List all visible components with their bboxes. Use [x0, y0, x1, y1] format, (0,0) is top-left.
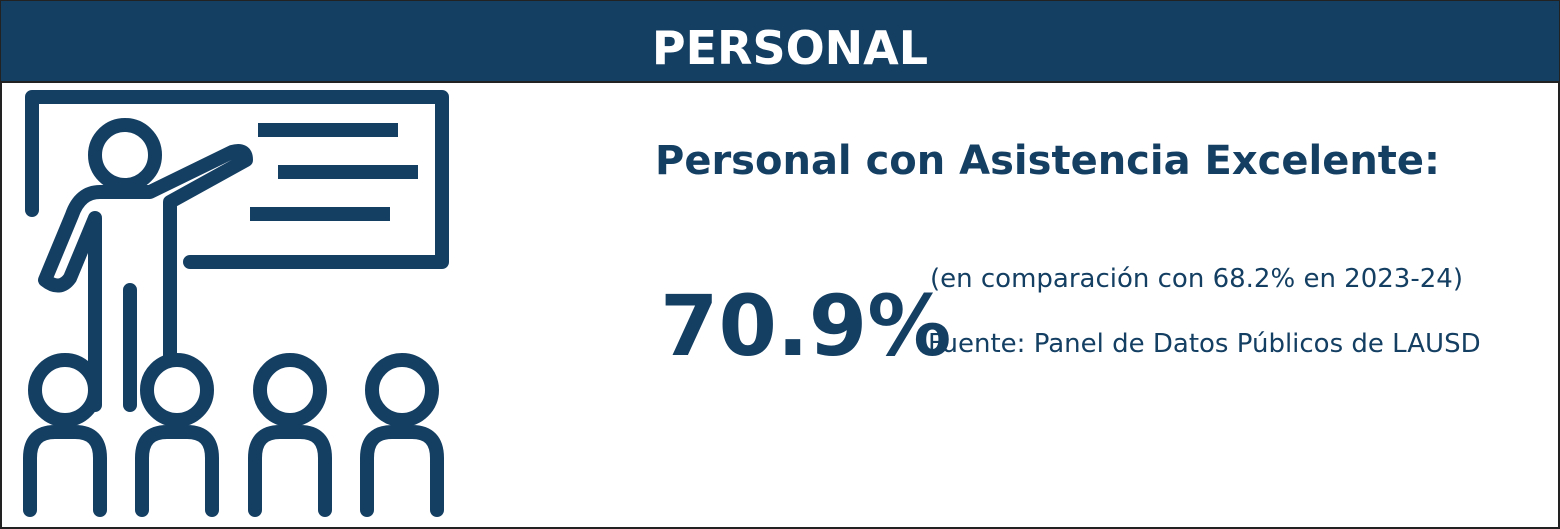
teacher-icon: [23, 90, 449, 517]
teacher-body: [38, 144, 253, 412]
board: [25, 90, 449, 269]
header-bar: [1, 1, 1559, 82]
header-title: PERSONAL: [652, 21, 928, 75]
metric-label: Personal con Asistencia Excelente:: [655, 138, 1440, 184]
students: [23, 353, 444, 517]
metric-source: Fuente: Panel de Datos Públicos de LAUSD: [928, 329, 1481, 359]
metric-value: 70.9%: [660, 277, 951, 375]
metric-comparison: (en comparación con 68.2% en 2023-24): [930, 264, 1463, 294]
